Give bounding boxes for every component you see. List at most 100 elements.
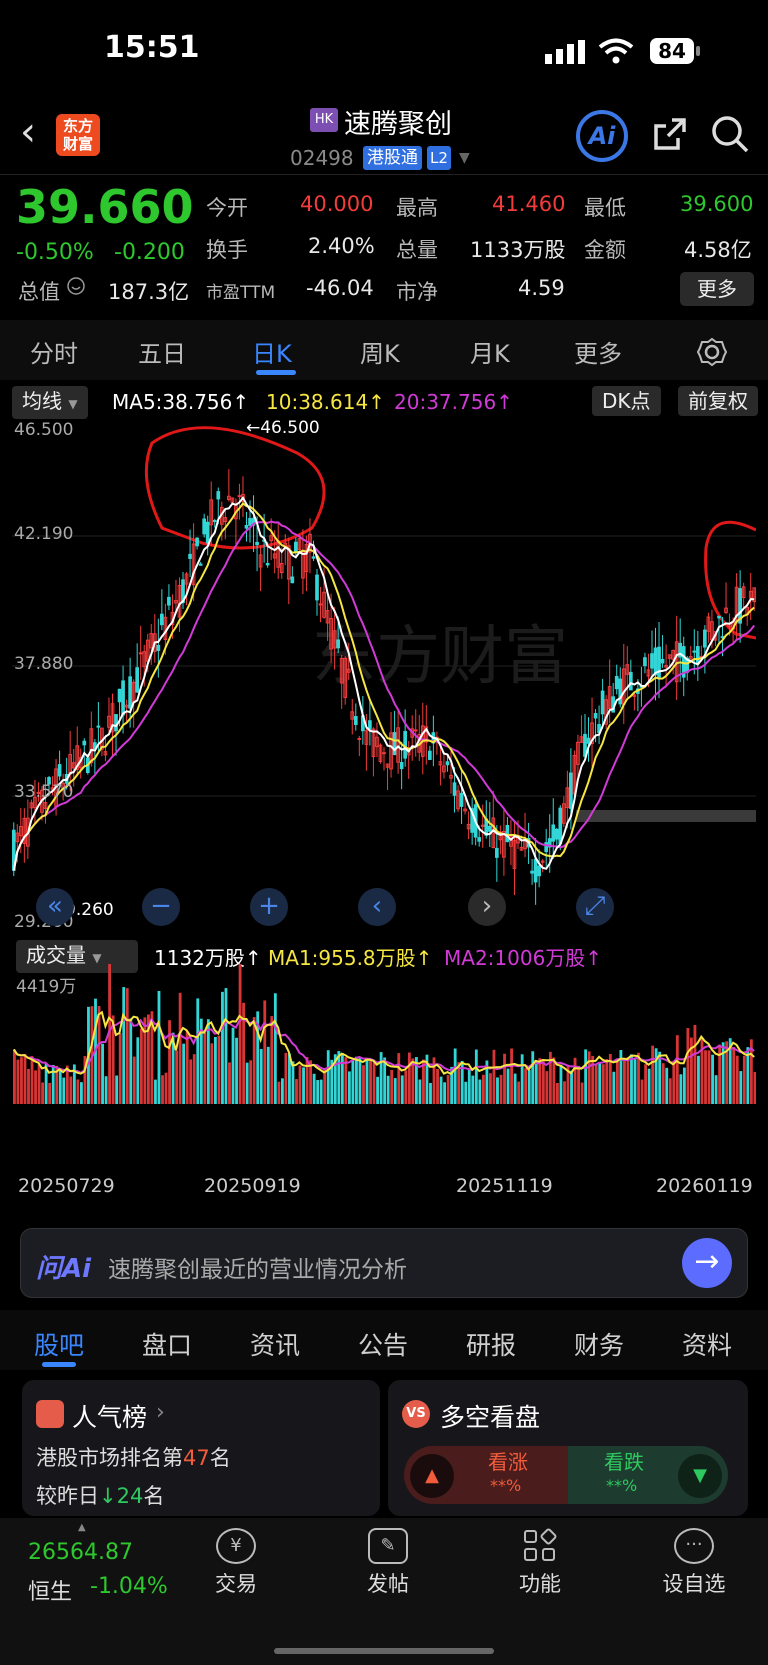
price-axis-label: 46.500 xyxy=(14,420,74,440)
volume-bar xyxy=(136,1037,140,1104)
ask-ai-bar[interactable] xyxy=(20,1228,748,1298)
volume-bar xyxy=(584,1049,588,1104)
triangle-up-icon[interactable]: ▲ xyxy=(410,1454,454,1498)
price-axis-label: 42.190 xyxy=(14,524,74,544)
fullscreen-icon[interactable]: ⤢ xyxy=(576,888,614,926)
volume-current: 1132万股↑ xyxy=(154,946,262,970)
volume-bar xyxy=(376,1076,380,1104)
tab-financials[interactable]: 财务 xyxy=(574,1331,625,1360)
volume-bar xyxy=(580,1082,584,1104)
index-change[interactable]: -1.04% xyxy=(90,1574,168,1599)
indicator-selector[interactable]: 均线 ▼ xyxy=(12,386,88,419)
candle xyxy=(265,563,270,566)
candle xyxy=(36,791,41,794)
popularity-card[interactable] xyxy=(22,1380,380,1516)
stock-connect-tag: 港股通 xyxy=(363,146,422,170)
caret-down-icon[interactable]: ▼ xyxy=(459,150,470,166)
volume-bar xyxy=(365,1060,369,1104)
sentiment-title: 多空看盘 xyxy=(440,1403,541,1432)
volume-bar xyxy=(273,993,277,1104)
back-chevron-icon[interactable]: ‹ xyxy=(20,109,36,155)
kline-chart[interactable]: 东方财富 xyxy=(12,418,756,933)
volume-bar xyxy=(414,1057,418,1104)
trade-yen-icon[interactable]: ¥ xyxy=(216,1528,256,1564)
dk-point-button[interactable]: DK点 xyxy=(592,386,661,416)
app-logo[interactable]: 东方财富 xyxy=(56,114,100,156)
search-icon[interactable] xyxy=(710,114,750,154)
nav-watchlist[interactable]: 设自选 xyxy=(662,1572,726,1596)
more-button[interactable]: 更多 xyxy=(680,272,754,306)
volume-selector[interactable]: 成交量 ▼ xyxy=(16,940,138,973)
change-amount: -0.200 xyxy=(114,240,185,265)
tab-order-book[interactable]: 盘口 xyxy=(142,1331,193,1360)
volume-bar xyxy=(175,1050,179,1104)
tab-announcements[interactable]: 公告 xyxy=(358,1331,409,1360)
apps-grid-cell xyxy=(524,1548,537,1561)
info-smile-icon[interactable] xyxy=(66,276,86,296)
tab-daily-k[interactable]: 日K xyxy=(252,340,292,368)
market-cap-label: 总值 xyxy=(18,280,60,304)
triangle-down-icon[interactable]: ▼ xyxy=(678,1454,722,1498)
apps-grid-cell xyxy=(542,1548,555,1561)
volume-bar xyxy=(594,1065,598,1104)
arrow-right-icon[interactable]: → xyxy=(682,1238,732,1288)
adjust-button[interactable]: 前复权 xyxy=(678,386,758,416)
candle xyxy=(188,553,192,559)
stock-code[interactable]: 02498 xyxy=(290,146,354,170)
chevron-right-icon[interactable]: › xyxy=(156,1400,165,1425)
tab-research[interactable]: 研报 xyxy=(466,1331,517,1360)
volume-value: 1133万股 xyxy=(470,238,566,262)
volume-bar xyxy=(566,1066,570,1104)
tab-forum[interactable]: 股吧 xyxy=(34,1331,85,1360)
volume-bar xyxy=(739,1071,743,1104)
compose-post-icon[interactable]: ✎ xyxy=(368,1528,408,1564)
tab-more[interactable]: 更多 xyxy=(574,340,622,368)
volume-bar xyxy=(651,1045,655,1104)
volume-bar xyxy=(242,1002,246,1104)
zoom-out-icon[interactable]: − xyxy=(142,888,180,926)
popularity-title: 人气榜 xyxy=(72,1403,148,1432)
settings-gear-icon[interactable] xyxy=(696,336,728,368)
apps-grid-icon[interactable] xyxy=(520,1527,560,1564)
candle xyxy=(142,651,147,668)
candle xyxy=(392,732,397,756)
tab-intraday[interactable]: 分时 xyxy=(30,340,78,368)
tab-monthly-k[interactable]: 月K xyxy=(470,340,510,368)
volume-bar xyxy=(69,1076,73,1104)
share-icon[interactable] xyxy=(650,114,690,154)
candle xyxy=(586,737,591,744)
scroll-left-icon[interactable]: ‹ xyxy=(358,888,396,926)
nav-functions[interactable]: 功能 xyxy=(519,1572,561,1596)
volume-chart[interactable] xyxy=(12,960,756,1170)
bottom-nav xyxy=(0,1518,768,1665)
volume-bar xyxy=(62,1077,66,1104)
candle xyxy=(502,830,506,858)
tab-weekly-k[interactable]: 周K xyxy=(360,340,400,368)
candle xyxy=(463,808,467,812)
ai-assistant-button[interactable]: Ai xyxy=(576,110,628,162)
candle xyxy=(322,591,326,618)
apps-grid-cell xyxy=(524,1530,537,1543)
volume-label: 总量 xyxy=(396,238,438,262)
candle xyxy=(350,711,355,720)
candle xyxy=(385,763,390,768)
volume-bar xyxy=(58,1069,62,1104)
caret-up-icon[interactable]: ▲ xyxy=(78,1522,86,1533)
ask-ai-prompt[interactable]: 速腾聚创最近的营业情况分析 xyxy=(108,1257,407,1283)
candle xyxy=(318,603,323,606)
scroll-right-icon[interactable]: › xyxy=(468,888,506,926)
tab-profile[interactable]: 资料 xyxy=(682,1331,733,1360)
tab-news[interactable]: 资讯 xyxy=(250,1331,301,1360)
bull-label: 看涨 xyxy=(488,1450,528,1474)
nav-trade[interactable]: 交易 xyxy=(215,1572,257,1596)
zoom-in-icon[interactable]: + xyxy=(250,888,288,926)
index-value[interactable]: 26564.87 xyxy=(28,1540,133,1565)
scroll-left-fast-icon[interactable]: « xyxy=(36,888,74,926)
index-name[interactable]: 恒生 xyxy=(28,1580,73,1605)
more-dots-icon[interactable]: ··· xyxy=(674,1528,714,1564)
candle xyxy=(315,574,319,601)
nav-post[interactable]: 发帖 xyxy=(367,1572,409,1596)
tab-five-day[interactable]: 五日 xyxy=(138,340,186,368)
volume-bar xyxy=(27,1068,30,1104)
volume-bar xyxy=(499,1074,503,1104)
